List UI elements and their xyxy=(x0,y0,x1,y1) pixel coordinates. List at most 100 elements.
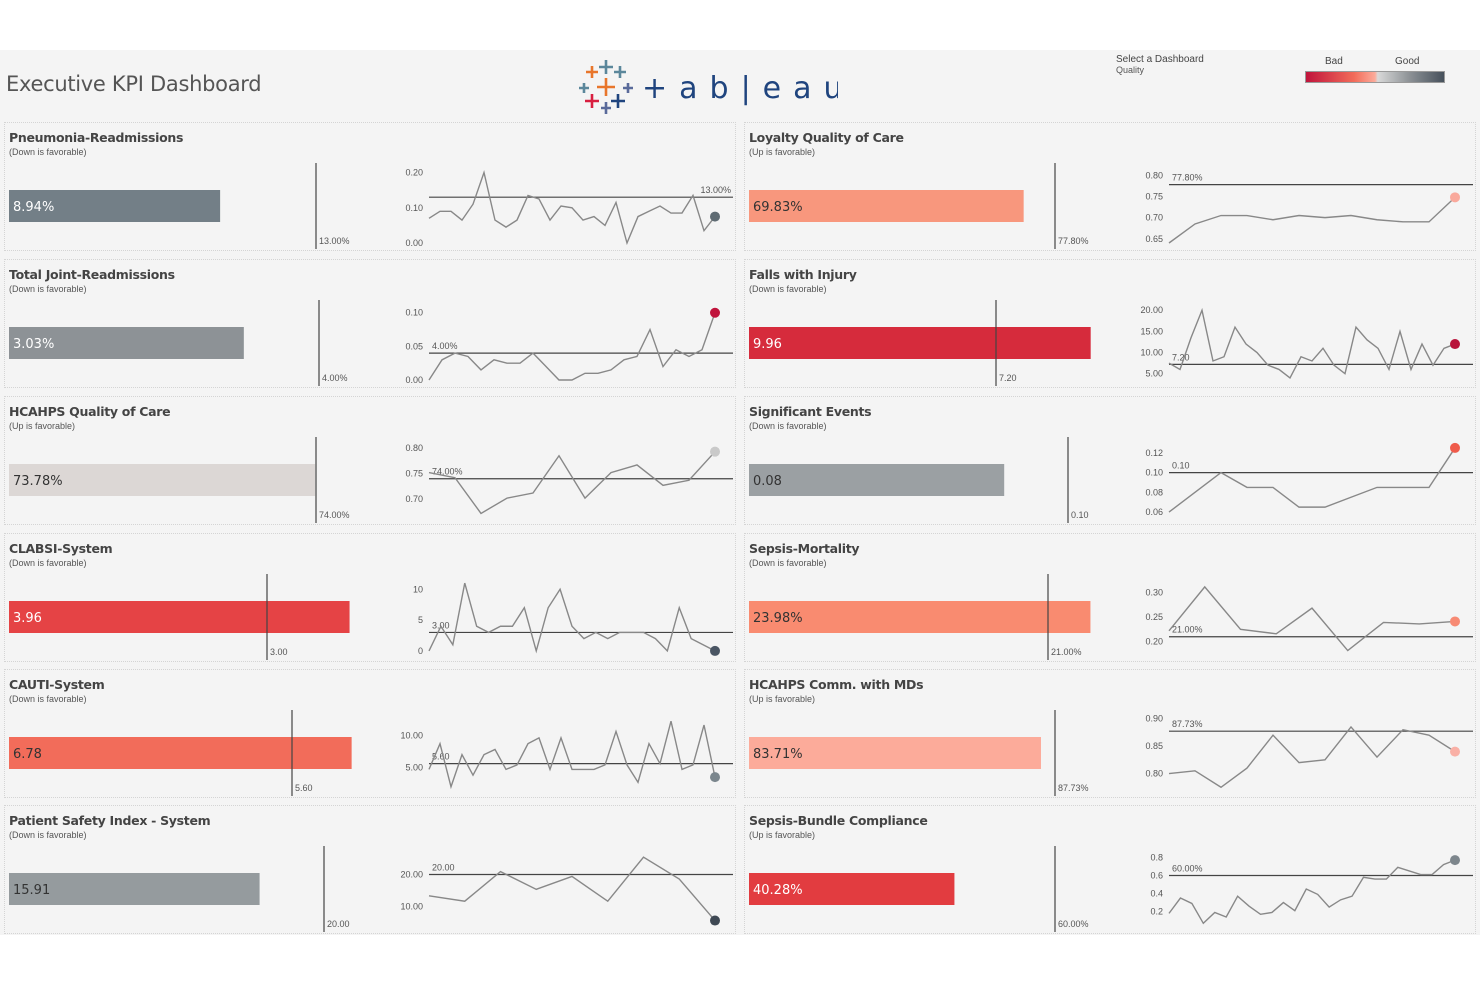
trend-point[interactable] xyxy=(1428,220,1431,223)
trend-point[interactable] xyxy=(610,471,613,474)
trend-point[interactable] xyxy=(559,588,562,591)
trend-current-point[interactable] xyxy=(1450,616,1460,627)
trend-point[interactable] xyxy=(1346,649,1349,652)
trend-point[interactable] xyxy=(571,875,574,878)
selector-value[interactable]: Quality xyxy=(1116,65,1145,75)
trend-point[interactable] xyxy=(615,201,618,204)
trend-point[interactable] xyxy=(1202,922,1205,925)
trend-point[interactable] xyxy=(701,348,704,351)
trend-point[interactable] xyxy=(1179,368,1182,371)
trend-point[interactable] xyxy=(428,471,431,474)
trend-point[interactable] xyxy=(1376,486,1379,489)
trend-point[interactable] xyxy=(532,352,535,355)
trend-point[interactable] xyxy=(439,210,442,213)
trend-point[interactable] xyxy=(545,365,548,368)
trend-point[interactable] xyxy=(1311,359,1314,362)
trend-current-point[interactable] xyxy=(710,772,720,783)
kpi-bar[interactable] xyxy=(9,327,244,359)
kpi-bar[interactable] xyxy=(9,873,260,905)
trend-point[interactable] xyxy=(636,463,639,466)
trend-point[interactable] xyxy=(1223,355,1226,358)
trend-point[interactable] xyxy=(1305,888,1308,891)
trend-point[interactable] xyxy=(1246,214,1249,217)
trend-point[interactable] xyxy=(527,742,530,745)
trend-current-point[interactable] xyxy=(710,915,720,926)
trend-point[interactable] xyxy=(1333,364,1336,367)
trend-point[interactable] xyxy=(1402,486,1405,489)
trend-point[interactable] xyxy=(1322,347,1325,350)
kpi-bar[interactable] xyxy=(749,873,955,905)
trend-point[interactable] xyxy=(535,888,538,891)
kpi-panel[interactable]: Loyalty Quality of Care (Up is favorable)… xyxy=(744,122,1476,251)
trend-point[interactable] xyxy=(648,742,651,745)
trend-current-point[interactable] xyxy=(1450,746,1460,757)
kpi-panel[interactable]: Total Joint-Readmissions (Down is favorab… xyxy=(4,259,736,388)
trend-point[interactable] xyxy=(560,736,563,739)
trend-point[interactable] xyxy=(1246,767,1249,770)
trend-point[interactable] xyxy=(428,217,431,220)
kpi-bar[interactable] xyxy=(749,190,1024,222)
trend-point[interactable] xyxy=(549,768,552,771)
trend-point[interactable] xyxy=(506,362,509,365)
trend-point[interactable] xyxy=(463,582,466,585)
kpi-panel[interactable]: Pneumonia-Readmissions (Down is favorable… xyxy=(4,122,736,251)
trend-point[interactable] xyxy=(1385,878,1388,881)
trend-point[interactable] xyxy=(606,900,609,903)
trend-point[interactable] xyxy=(1377,347,1380,350)
trend-current-point[interactable] xyxy=(1450,192,1460,203)
trend-point[interactable] xyxy=(483,753,486,756)
trend-point[interactable] xyxy=(648,210,651,213)
trend-point[interactable] xyxy=(1373,878,1376,881)
trend-point[interactable] xyxy=(1289,376,1292,379)
trend-point[interactable] xyxy=(538,736,541,739)
trend-point[interactable] xyxy=(519,362,522,365)
trend-point[interactable] xyxy=(439,742,442,745)
trend-point[interactable] xyxy=(1272,486,1275,489)
trend-point[interactable] xyxy=(662,484,665,487)
trend-point[interactable] xyxy=(1402,728,1405,731)
trend-point[interactable] xyxy=(1316,893,1319,896)
trend-point[interactable] xyxy=(1179,897,1182,900)
trend-point[interactable] xyxy=(547,606,550,609)
trend-point[interactable] xyxy=(480,512,483,515)
trend-point[interactable] xyxy=(593,768,596,771)
trend-point[interactable] xyxy=(1350,496,1353,499)
trend-point[interactable] xyxy=(692,194,695,197)
kpi-bar[interactable] xyxy=(9,464,316,496)
trend-point[interactable] xyxy=(642,631,645,634)
kpi-panel[interactable]: HCAHPS Quality of Care (Up is favorable) 7… xyxy=(4,396,736,525)
trend-point[interactable] xyxy=(428,894,431,897)
trend-point[interactable] xyxy=(494,748,497,751)
trend-point[interactable] xyxy=(703,229,706,232)
kpi-panel[interactable]: CAUTI-System (Down is favorable) 6.78 5.60 5… xyxy=(4,669,736,798)
trend-point[interactable] xyxy=(1344,372,1347,375)
trend-point[interactable] xyxy=(1239,628,1242,631)
trend-point[interactable] xyxy=(535,649,538,652)
trend-point[interactable] xyxy=(1421,343,1424,346)
trend-point[interactable] xyxy=(505,226,508,229)
kpi-bar[interactable] xyxy=(9,190,221,222)
trend-point[interactable] xyxy=(1376,756,1379,759)
trend-point[interactable] xyxy=(659,205,662,208)
trend-point[interactable] xyxy=(1408,869,1411,872)
trend-point[interactable] xyxy=(1212,359,1215,362)
trend-point[interactable] xyxy=(1225,915,1228,918)
trend-point[interactable] xyxy=(1428,734,1431,737)
trend-point[interactable] xyxy=(1259,913,1262,916)
trend-point[interactable] xyxy=(505,768,508,771)
trend-point[interactable] xyxy=(1431,873,1434,876)
trend-point[interactable] xyxy=(571,379,574,382)
trend-point[interactable] xyxy=(558,379,561,382)
trend-current-point[interactable] xyxy=(710,645,720,656)
trend-point[interactable] xyxy=(461,753,464,756)
trend-point[interactable] xyxy=(1256,351,1259,354)
trend-point[interactable] xyxy=(1168,912,1171,915)
trend-point[interactable] xyxy=(678,878,681,881)
trend-point[interactable] xyxy=(1355,326,1358,329)
trend-point[interactable] xyxy=(538,197,541,200)
trend-current-point[interactable] xyxy=(710,307,720,318)
trend-point[interactable] xyxy=(483,171,486,174)
trend-point[interactable] xyxy=(637,215,640,218)
trend-point[interactable] xyxy=(623,358,626,361)
kpi-panel[interactable]: Patient Safety Index - System (Down is fa… xyxy=(4,805,736,934)
